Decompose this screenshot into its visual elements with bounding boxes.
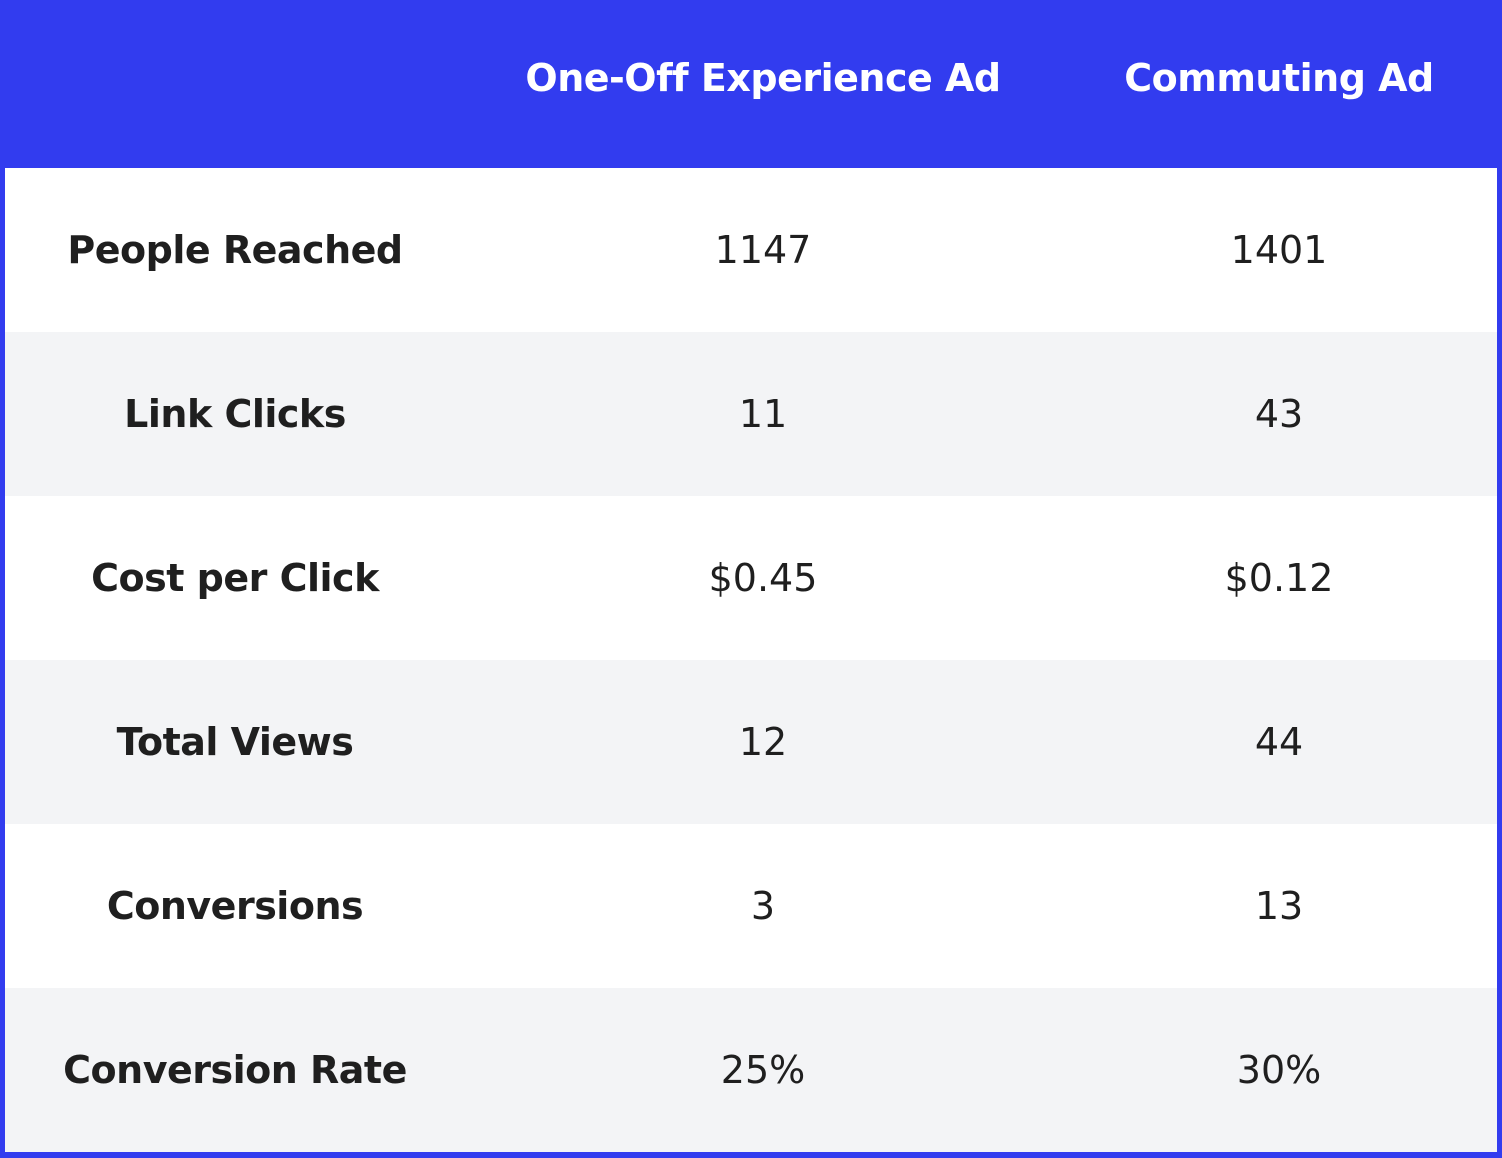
table-row: Total Views 12 44 bbox=[5, 660, 1497, 824]
table-row: Cost per Click $0.45 $0.12 bbox=[5, 496, 1497, 660]
header-row: One-Off Experience Ad Commuting Ad bbox=[5, 0, 1497, 168]
cell-commuting-total-views: 44 bbox=[1061, 660, 1497, 824]
table-row: People Reached 1147 1401 bbox=[5, 168, 1497, 332]
cell-one-off-conversion-rate: 25% bbox=[465, 988, 1061, 1152]
cell-one-off-people-reached: 1147 bbox=[465, 168, 1061, 332]
row-label-link-clicks: Link Clicks bbox=[5, 332, 465, 496]
cell-one-off-link-clicks: 11 bbox=[465, 332, 1061, 496]
table-header: One-Off Experience Ad Commuting Ad bbox=[5, 0, 1497, 168]
row-label-conversions: Conversions bbox=[5, 824, 465, 988]
cell-one-off-cost-per-click: $0.45 bbox=[465, 496, 1061, 660]
cell-commuting-conversion-rate: 30% bbox=[1061, 988, 1497, 1152]
header-corner-cell bbox=[5, 0, 465, 168]
cell-one-off-total-views: 12 bbox=[465, 660, 1061, 824]
table-row: Conversion Rate 25% 30% bbox=[5, 988, 1497, 1152]
ad-comparison-table: One-Off Experience Ad Commuting Ad Peopl… bbox=[5, 0, 1497, 1152]
table-body: People Reached 1147 1401 Link Clicks 11 … bbox=[5, 168, 1497, 1152]
cell-commuting-conversions: 13 bbox=[1061, 824, 1497, 988]
cell-commuting-cost-per-click: $0.12 bbox=[1061, 496, 1497, 660]
cell-commuting-people-reached: 1401 bbox=[1061, 168, 1497, 332]
row-label-conversion-rate: Conversion Rate bbox=[5, 988, 465, 1152]
column-header-one-off-ad: One-Off Experience Ad bbox=[465, 0, 1061, 168]
table-row: Link Clicks 11 43 bbox=[5, 332, 1497, 496]
row-label-total-views: Total Views bbox=[5, 660, 465, 824]
row-label-people-reached: People Reached bbox=[5, 168, 465, 332]
row-label-cost-per-click: Cost per Click bbox=[5, 496, 465, 660]
column-header-commuting-ad: Commuting Ad bbox=[1061, 0, 1497, 168]
cell-one-off-conversions: 3 bbox=[465, 824, 1061, 988]
cell-commuting-link-clicks: 43 bbox=[1061, 332, 1497, 496]
table-row: Conversions 3 13 bbox=[5, 824, 1497, 988]
